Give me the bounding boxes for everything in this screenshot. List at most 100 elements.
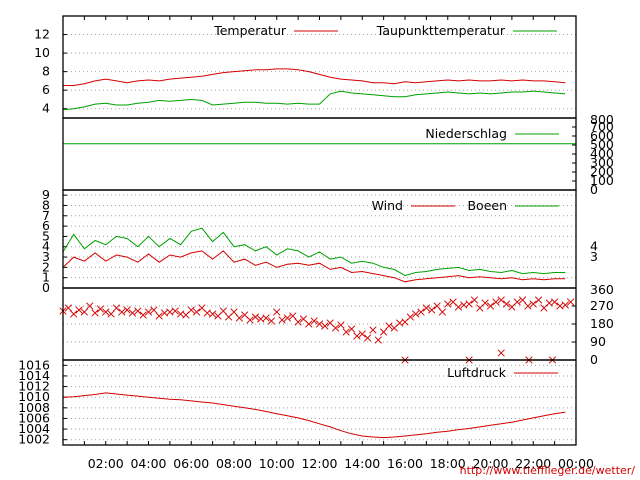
wind-direction-point (107, 310, 115, 318)
x-tick-label: 00:00 (558, 456, 594, 471)
x-tick-label: 02:00 (88, 456, 124, 471)
y-tick-label: 1012 (18, 379, 50, 394)
x-tick-label: 18:00 (430, 456, 466, 471)
wind-direction-point (294, 318, 302, 326)
wind-direction-point (235, 314, 243, 322)
y-tick-label: 8 (42, 197, 50, 212)
wind-direction-point (406, 313, 414, 321)
wind-direction-point (524, 302, 532, 310)
wind-direction-point (465, 300, 473, 308)
y-tick-label: 1014 (18, 368, 50, 383)
y-tick-label: 4 (42, 239, 50, 254)
wind-direction-point (412, 310, 420, 318)
wind-direction-point (433, 302, 441, 310)
wind-direction-point (80, 308, 89, 316)
y-tick-label: 1002 (18, 432, 50, 447)
series-line-wind (62, 250, 566, 283)
wind-direction-point (267, 317, 276, 325)
wind-direction-point (358, 330, 366, 338)
wind-direction-point (64, 304, 72, 312)
wind-direction-point (529, 300, 537, 308)
wind-direction-point (518, 296, 527, 304)
wind-direction-point (251, 313, 260, 321)
x-tick-label: 20:00 (472, 456, 508, 471)
y-tick-label: 1006 (18, 410, 50, 425)
time-axis: 02:00 04:00 06:00 08:00 10:00 12:00 14:00 16:00… (83, 16, 594, 471)
wind-direction-point (128, 309, 137, 317)
x-tick-label: 14:00 (344, 456, 380, 471)
wind-direction-point (208, 310, 217, 318)
y-tick-label: 6 (42, 82, 50, 97)
y-tick-label: 100 (590, 173, 614, 188)
wind-direction-point (550, 298, 559, 306)
wind-direction-point (502, 300, 511, 308)
wind-direction-point (283, 314, 292, 322)
wind-direction-point (470, 296, 479, 304)
wind-direction-point (75, 306, 83, 314)
x-tick-label: 22:00 (515, 456, 551, 471)
y-tick-label: 1004 (18, 421, 50, 436)
wind-direction-point (561, 301, 569, 309)
y-tick-label: 0 (42, 280, 50, 295)
y-tick-label: 1010 (18, 389, 50, 404)
legend-label: Temperatur (213, 23, 287, 38)
wind-direction-point (310, 317, 318, 325)
x-tick-label: 06:00 (173, 456, 209, 471)
wind-direction-point (363, 334, 372, 342)
credit-link[interactable]: http://www.tiefflieger.de/wetter/ (460, 464, 636, 477)
wind-direction-point (246, 316, 254, 324)
y-tick-label: 700 (590, 119, 614, 134)
wind-direction-point (379, 328, 388, 336)
wind-direction-point (171, 307, 179, 315)
wind-direction-point (422, 304, 431, 312)
wind-direction-point (86, 302, 94, 310)
legend-label: Niederschlag (425, 126, 507, 141)
series-line-luftdruck (62, 392, 566, 439)
y-tick-label: 600 (590, 128, 614, 143)
wind-direction-point (155, 312, 163, 320)
wind-direction-point (454, 303, 463, 311)
wind-direction-point (139, 311, 147, 319)
x-tick-label: 08:00 (216, 456, 252, 471)
y-tick-label: 300 (590, 155, 614, 170)
wind-direction-points (59, 296, 575, 364)
y-tick-label: 1016 (18, 357, 50, 372)
wind-direction-point (492, 298, 500, 306)
wind-direction-point (497, 349, 505, 357)
wind-direction-point (534, 296, 543, 304)
wind-direction-point (497, 296, 505, 304)
wind-direction-point (347, 325, 356, 333)
wind-direction-point (278, 316, 286, 324)
legend-label: Wind (372, 198, 403, 213)
right-tick-label: 4 (590, 239, 598, 254)
x-tick-label: 04:00 (130, 456, 166, 471)
wind-direction-point (438, 308, 447, 316)
y-tick-label: 0 (590, 352, 598, 367)
y-tick-label: 9 (42, 187, 50, 202)
wind-direction-point (567, 298, 575, 306)
y-tick-label: 8 (42, 64, 50, 79)
wind-direction-point (481, 299, 489, 307)
y-tick-label: 500 (590, 137, 614, 152)
wind-direction-point (230, 308, 238, 316)
wind-direction-point (289, 312, 297, 320)
wind-direction-point (385, 322, 393, 330)
y-tick-label: 2 (42, 259, 50, 274)
wind-direction-point (123, 306, 131, 314)
wind-direction-point (273, 308, 281, 316)
wind-direction-point (417, 308, 425, 316)
x-tick-label: 10:00 (259, 456, 295, 471)
y-tick-label: 1008 (18, 400, 50, 415)
wind-direction-point (70, 310, 78, 318)
y-tick-label: 800 (590, 112, 614, 127)
wind-direction-point (262, 314, 270, 322)
y-tick-label: 90 (590, 334, 606, 349)
wind-direction-point (91, 309, 99, 317)
wind-direction-point (96, 305, 105, 313)
y-tick-label: 7 (42, 208, 50, 223)
